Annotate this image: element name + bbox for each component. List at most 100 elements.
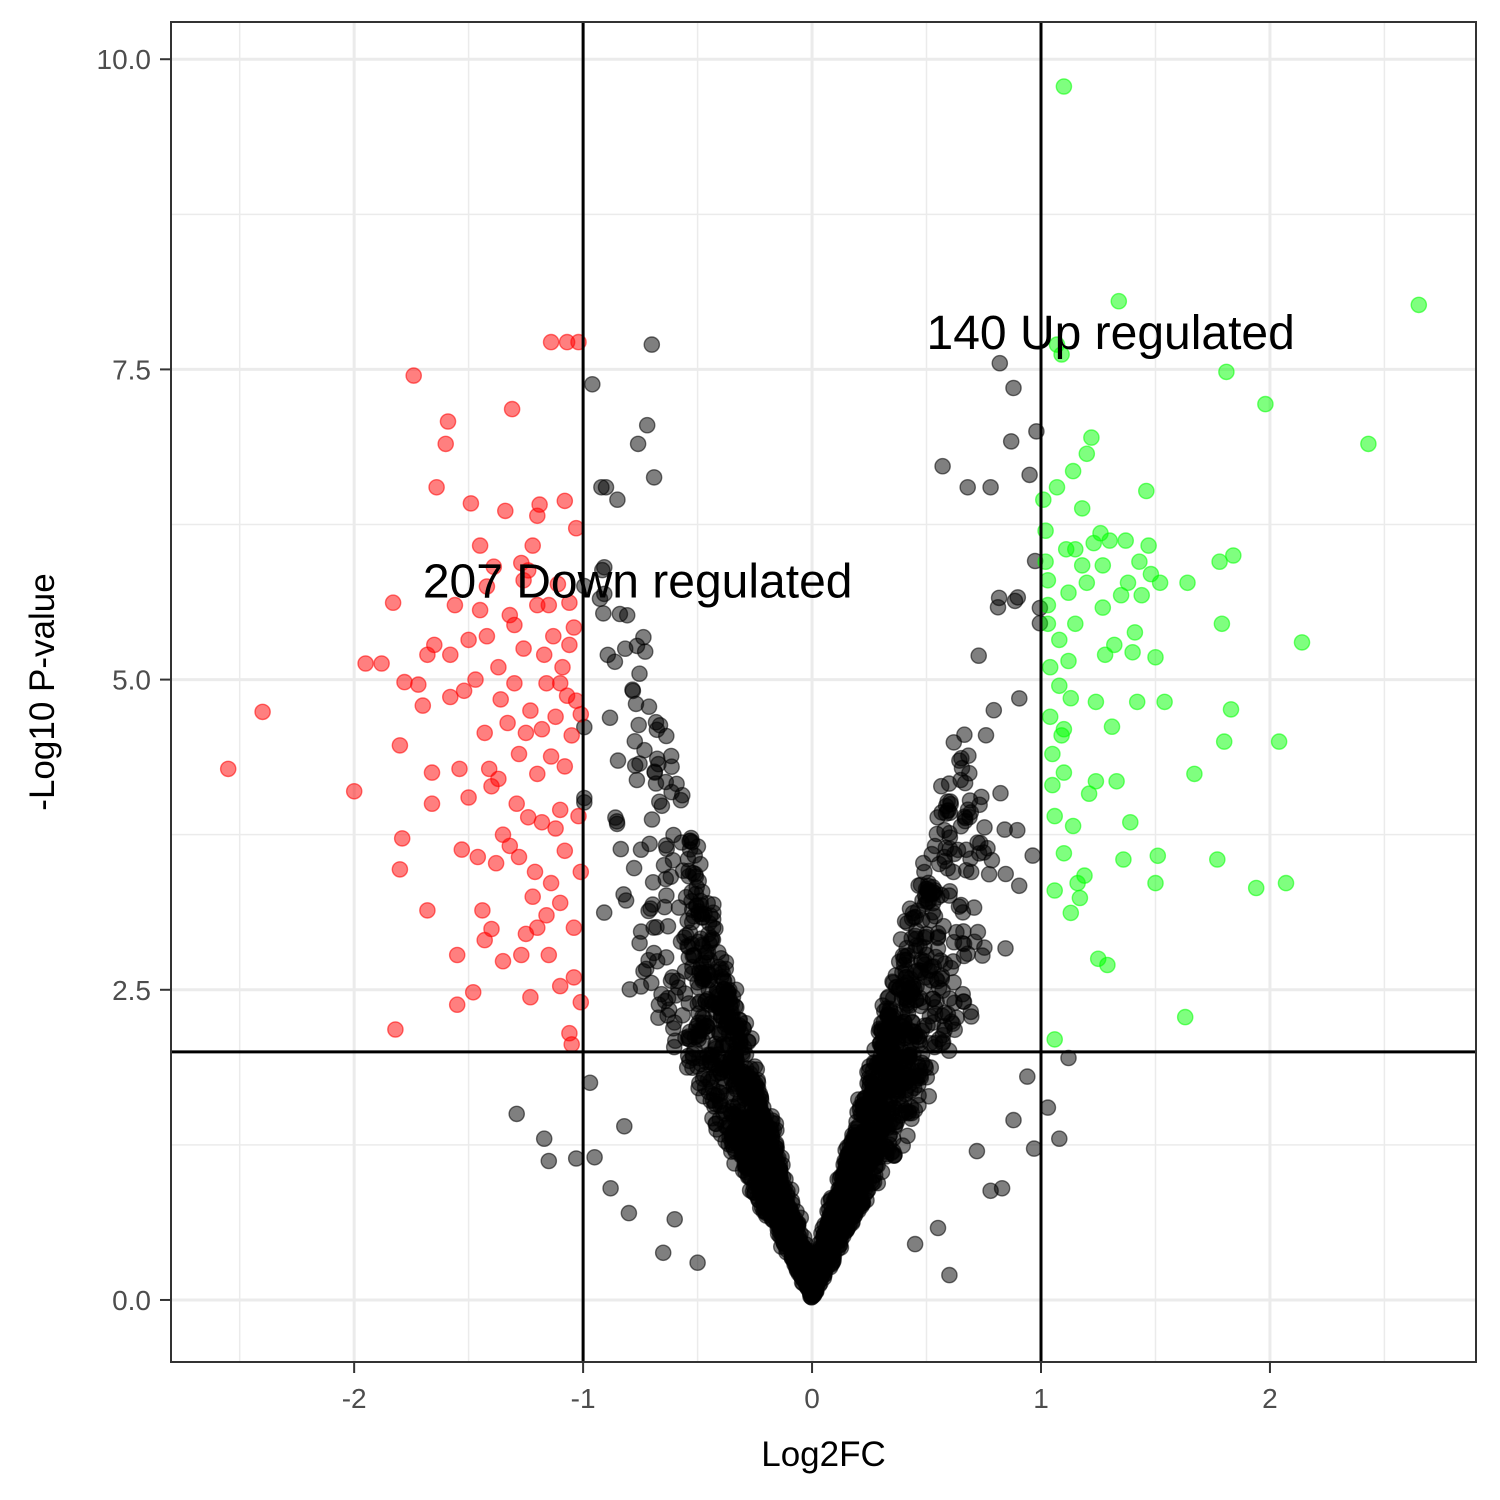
point-not-significant [689, 1254, 706, 1271]
point-not-significant [640, 951, 657, 969]
point-not-significant [1039, 1099, 1057, 1116]
point-up-regulated [1080, 785, 1098, 803]
point-not-significant [609, 752, 627, 769]
point-down-regulated [387, 1021, 404, 1038]
point-down-regulated [535, 646, 553, 664]
point-down-regulated [499, 714, 516, 732]
point-not-significant [930, 855, 948, 873]
point-not-significant [857, 1105, 874, 1123]
point-not-significant [591, 590, 609, 608]
point-not-significant [631, 755, 648, 772]
point-up-regulated [1062, 689, 1080, 707]
point-not-significant [693, 936, 711, 954]
point-down-regulated [517, 724, 535, 742]
point-down-regulated [471, 537, 489, 554]
point-up-regulated [1410, 296, 1428, 314]
point-not-significant [626, 733, 644, 750]
point-down-regulated [551, 977, 569, 995]
point-up-regulated [1108, 773, 1125, 790]
point-down-regulated [513, 946, 530, 964]
point-not-significant [640, 902, 657, 920]
point-not-significant [873, 1069, 890, 1087]
point-up-regulated [1156, 693, 1173, 711]
point-up-regulated [1176, 1008, 1194, 1026]
point-not-significant [1010, 877, 1028, 895]
point-up-regulated [1055, 764, 1073, 781]
point-up-regulated [1083, 429, 1100, 446]
point-down-regulated [462, 495, 480, 512]
point-not-significant [785, 1219, 802, 1236]
point-up-regulated [1186, 765, 1203, 783]
point-not-significant [928, 825, 946, 843]
point-up-regulated [1101, 532, 1118, 549]
point-up-regulated [1044, 745, 1061, 763]
point-not-significant [630, 716, 648, 734]
point-up-regulated [1112, 586, 1130, 604]
point-not-significant [628, 771, 646, 789]
point-up-regulated [1051, 631, 1068, 649]
point-not-significant [595, 904, 613, 921]
point-not-significant [954, 935, 971, 952]
point-up-regulated [1124, 644, 1141, 661]
point-not-significant [767, 1174, 784, 1192]
point-down-regulated [485, 558, 503, 576]
point-down-regulated [549, 575, 567, 593]
point-not-significant [895, 983, 912, 1001]
point-not-significant [996, 821, 1014, 838]
point-up-regulated [1149, 847, 1167, 865]
point-down-regulated [409, 676, 427, 693]
point-down-regulated [478, 578, 496, 595]
point-up-regulated [1126, 624, 1144, 641]
point-down-regulated [540, 946, 558, 964]
point-not-significant [593, 478, 610, 496]
point-down-regulated [467, 671, 484, 688]
point-down-regulated [510, 745, 528, 763]
point-not-significant [969, 923, 987, 941]
point-not-significant [606, 653, 624, 671]
point-not-significant [681, 924, 699, 941]
point-up-regulated [1094, 557, 1112, 574]
point-down-regulated [554, 658, 571, 676]
point-not-significant [586, 1149, 603, 1166]
point-not-significant [618, 607, 636, 624]
point-up-regulated [1041, 708, 1059, 726]
y-axis-title: -Log10 P-value [23, 573, 62, 810]
point-up-regulated [1060, 652, 1077, 670]
point-up-regulated [1055, 78, 1073, 95]
point-not-significant [820, 1201, 838, 1218]
point-not-significant [612, 840, 630, 858]
point-not-significant [632, 841, 650, 859]
point-not-significant [540, 1152, 558, 1170]
point-not-significant [755, 1131, 773, 1149]
point-not-significant [700, 914, 718, 932]
point-up-regulated [1218, 363, 1235, 381]
point-up-regulated [1147, 874, 1164, 892]
point-up-regulated [1128, 693, 1146, 711]
point-not-significant [631, 934, 648, 952]
point-up-regulated [1067, 615, 1084, 633]
point-down-regulated [476, 724, 494, 742]
point-down-regulated [357, 655, 374, 672]
point-not-significant [923, 972, 940, 989]
point-down-regulated [565, 619, 583, 636]
annotation-down-regulated: 207 Down regulated [423, 555, 853, 608]
point-down-regulated [496, 502, 514, 520]
plot-panel [171, 22, 1476, 1362]
point-up-regulated [1115, 851, 1132, 868]
point-not-significant [892, 931, 910, 948]
point-down-regulated [384, 594, 402, 612]
point-down-regulated [565, 969, 583, 986]
point-up-regulated [1247, 879, 1265, 897]
y-tick-label: 10.0 [97, 44, 152, 75]
point-not-significant [508, 1105, 526, 1123]
point-not-significant [904, 1014, 921, 1031]
point-down-regulated [524, 888, 542, 906]
point-down-regulated [423, 795, 441, 813]
point-not-significant [616, 1118, 633, 1135]
point-not-significant [638, 416, 656, 434]
point-up-regulated [1110, 292, 1128, 310]
y-tick-label: 5.0 [112, 665, 151, 696]
point-not-significant [831, 1228, 848, 1245]
point-not-significant [643, 336, 661, 353]
point-not-significant [756, 1114, 774, 1131]
